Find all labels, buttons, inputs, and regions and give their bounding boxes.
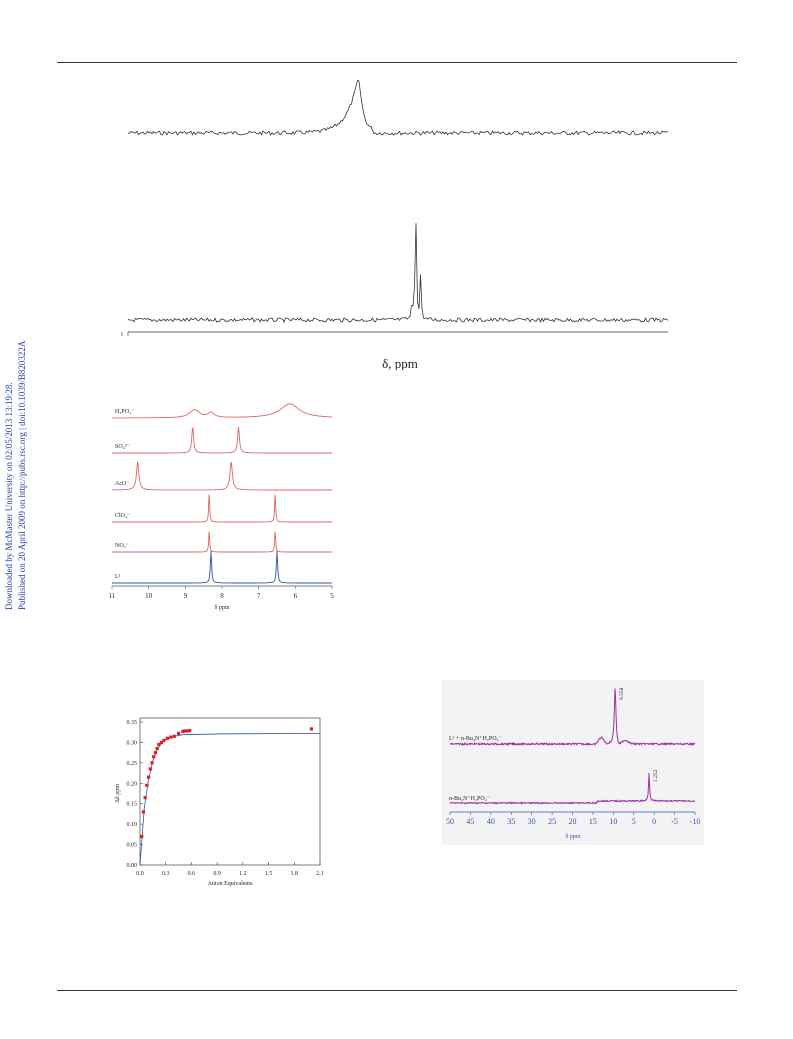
nmr-trace: [112, 531, 332, 553]
x-tick-label: 35: [507, 817, 515, 826]
data-point: [145, 783, 149, 787]
h2po4-nmr-figure: L¹ + n-Bu₄N⁺H₂PO₄⁻ n-Bu₄N⁺H₂PO₄⁻ 9.558 1.25…: [442, 680, 704, 845]
data-point: [155, 746, 159, 751]
data-point: [182, 729, 187, 733]
x-tick-label: -5: [671, 817, 678, 826]
h1-nmr-stack-figure: H₂PO₄⁻ SO₄²⁻ AcO⁻ ClO₄⁻ NO₃⁻ L¹ 11 10 9 8 7 6 5 δ ppm: [109, 403, 334, 611]
data-point: [172, 734, 176, 738]
trace-label: AcO⁻: [115, 481, 130, 487]
y-tick-label: 0.20: [127, 781, 138, 787]
data-point: [159, 740, 164, 745]
trace-label: ClO₄⁻: [115, 513, 130, 519]
x-tick-label: 45: [466, 817, 474, 826]
fit-curve: [139, 733, 321, 866]
y-tick-label: 0.05: [127, 843, 138, 849]
data-point: [143, 795, 147, 800]
peak-label: 9.558: [619, 687, 625, 700]
trace-label: n-Bu₄N⁺H₂PO₄⁻: [449, 795, 490, 802]
y-tick-label: 0.15: [127, 802, 138, 808]
trace-label: L¹ + n-Bu₄N⁺H₂PO₄⁻: [449, 735, 502, 742]
data-point: [141, 810, 146, 814]
data-point: [140, 834, 144, 838]
plot-frame: [139, 717, 321, 866]
x-tick-label: 10: [609, 817, 617, 826]
data-point: [188, 728, 192, 733]
data-point: [169, 735, 173, 739]
x-tick-label: 10: [145, 592, 153, 600]
bottom-spectrum: [127, 223, 669, 323]
data-point: [165, 736, 170, 740]
nmr-trace: [112, 426, 332, 454]
y-tick-label: 0.10: [127, 822, 138, 828]
side-note-line1: Downloaded by McMaster University on 02/…: [4, 382, 14, 610]
x-tick-label: 25: [548, 817, 556, 826]
x-tick-label: 9: [184, 592, 188, 600]
data-point: [181, 729, 185, 733]
data-point: [148, 767, 152, 771]
nmr-trace: [112, 460, 332, 491]
nmr-trace: [112, 494, 332, 523]
side-note: Downloaded by McMaster University on 02/…: [3, 280, 27, 610]
p31-nmr-figure: -93.752-98.439-76-78-80-82-84-86-88-90-9…: [121, 79, 669, 370]
titration-figure: 0.00 0.05 0.10 0.15 0.20 0.25 0.30 0.35 0.0 0.3 0.…: [115, 717, 324, 887]
x-tick-label: -10: [690, 817, 701, 826]
x-tick-label: 1.5: [265, 871, 273, 877]
x-axis-label: δ ppm: [566, 834, 581, 840]
trace-label: NO₃⁻: [115, 543, 129, 549]
y-axis-label: Δδ ppm: [115, 784, 121, 803]
x-tick-label: 6: [294, 592, 298, 600]
data-point: [309, 727, 314, 731]
x-tick-label: 7: [257, 592, 261, 600]
x-tick-label: 20: [569, 817, 577, 826]
data-point: [157, 742, 161, 747]
trace-label: L¹: [115, 574, 121, 580]
x-tick-label: 0.3: [162, 871, 170, 877]
x-axis-label: Anion Equivalents: [208, 881, 253, 887]
peak-label: 1.252: [653, 769, 659, 782]
x-axis-label: δ, ppm: [382, 356, 418, 370]
data-point: [153, 751, 158, 755]
x-tick-label: 8: [220, 592, 224, 600]
x-tick-label: 0: [652, 817, 656, 826]
nmr-trace: [112, 403, 332, 419]
x-tick-label: 15: [589, 817, 597, 826]
x-tick-label: 1.8: [291, 871, 299, 877]
figure-background: [442, 680, 704, 845]
trace-label: H₂PO₄⁻: [115, 409, 134, 415]
x-tick-label: 30: [528, 817, 536, 826]
side-note-line2: Published on 20 April 2009 on http://pub…: [17, 340, 27, 610]
data-point: [150, 761, 154, 765]
y-tick-label: 0.00: [127, 863, 138, 869]
x-tick-label: 50: [446, 817, 454, 826]
bottom-rule: [57, 990, 737, 991]
x-tick-label: 2.1: [316, 871, 324, 877]
top-spectrum: [127, 79, 669, 136]
x-tick-label: 5: [330, 592, 334, 600]
x-tick-label: 0.6: [188, 871, 196, 877]
data-point: [176, 731, 181, 736]
data-point: [185, 729, 189, 733]
trace-label: SO₄²⁻: [115, 444, 130, 450]
y-tick-label: 0.35: [127, 720, 138, 726]
x-axis-label: δ ppm: [215, 605, 230, 611]
x-tick-label: 0.9: [213, 871, 221, 877]
y-tick-label: 0.25: [127, 761, 138, 767]
top-rule: [57, 62, 737, 63]
complex-trace: [449, 688, 696, 747]
nmr-trace: [112, 550, 332, 584]
salt-trace: [449, 772, 696, 805]
data-point: [146, 775, 151, 779]
data-point: [162, 738, 166, 742]
y-tick-label: 0.30: [127, 740, 138, 746]
x-tick-label: 1.2: [239, 871, 247, 877]
x-tick-label: 5: [632, 817, 636, 826]
x-tick-label: 40: [487, 817, 495, 826]
x-tick-label: 11: [109, 592, 116, 600]
data-point: [152, 755, 156, 759]
x-tick-label: 0.0: [136, 871, 144, 877]
